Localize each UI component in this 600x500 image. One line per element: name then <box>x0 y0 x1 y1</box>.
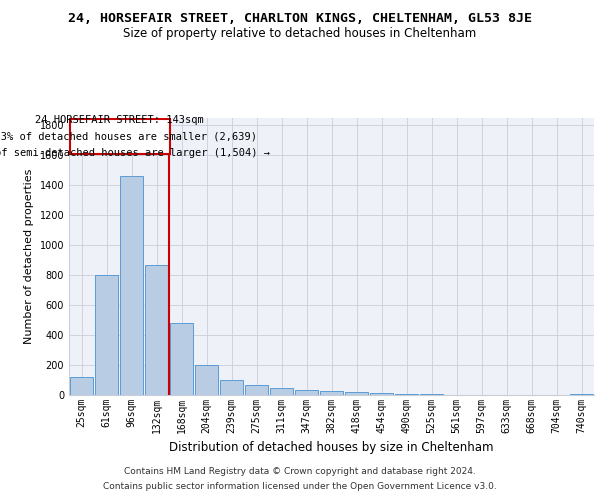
FancyBboxPatch shape <box>70 119 170 154</box>
Bar <box>570 394 593 395</box>
Text: Contains public sector information licensed under the Open Government Licence v3: Contains public sector information licen… <box>103 482 497 491</box>
Bar <box>170 323 193 395</box>
Bar <box>320 391 343 395</box>
Bar <box>220 380 243 395</box>
Bar <box>395 394 418 395</box>
Y-axis label: Number of detached properties: Number of detached properties <box>24 168 34 344</box>
Text: Contains HM Land Registry data © Crown copyright and database right 2024.: Contains HM Land Registry data © Crown c… <box>124 467 476 476</box>
Bar <box>120 176 143 395</box>
Bar <box>420 394 443 395</box>
Text: 24, HORSEFAIR STREET, CHARLTON KINGS, CHELTENHAM, GL53 8JE: 24, HORSEFAIR STREET, CHARLTON KINGS, CH… <box>68 12 532 26</box>
X-axis label: Distribution of detached houses by size in Cheltenham: Distribution of detached houses by size … <box>169 442 494 454</box>
Bar <box>95 275 118 395</box>
Bar <box>295 390 318 395</box>
Bar <box>370 393 393 395</box>
Bar <box>270 388 293 395</box>
Bar <box>70 377 93 395</box>
Bar <box>245 385 268 395</box>
Bar <box>145 264 168 395</box>
Text: 24 HORSEFAIR STREET: 143sqm
← 63% of detached houses are smaller (2,639)
36% of : 24 HORSEFAIR STREET: 143sqm ← 63% of det… <box>0 115 269 158</box>
Bar <box>195 365 218 395</box>
Text: Size of property relative to detached houses in Cheltenham: Size of property relative to detached ho… <box>124 28 476 40</box>
Bar <box>345 392 368 395</box>
